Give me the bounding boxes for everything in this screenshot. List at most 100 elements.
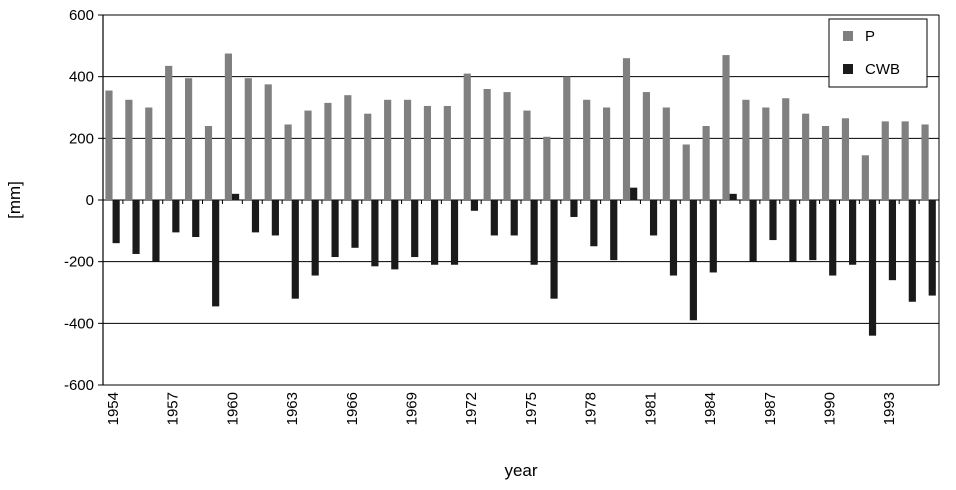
bar-cwb-1959 (212, 200, 220, 307)
bar-p-1968 (384, 99, 392, 200)
bar-cwb-1985 (729, 193, 737, 200)
bar-p-1987 (762, 107, 770, 200)
y-tick-label: 200 (69, 130, 94, 147)
bar-cwb-1991 (849, 200, 857, 265)
bar-cwb-1980 (630, 187, 638, 200)
y-tick-label: 600 (69, 7, 94, 24)
bar-p-1977 (563, 76, 571, 200)
bar-cwb-1967 (371, 200, 379, 267)
bar-cwb-1956 (152, 200, 160, 262)
y-tick-labels: 600 400 200 0 -200 -400 -600 (64, 7, 94, 394)
bar-cwb-1995 (928, 200, 936, 296)
bar-cwb-1958 (192, 200, 200, 237)
bar-p-1969 (403, 99, 412, 200)
x-tick-label-1963: 1963 (284, 392, 301, 425)
bar-p-1980 (622, 58, 631, 200)
bar-cwb-1982 (669, 200, 678, 276)
x-tick-labels: 1954 1957 1960 1963 1966 1969 1972 1975 1978 1981… (105, 392, 898, 425)
y-axis-title: [mm] (5, 181, 24, 219)
bar-p-1979 (603, 107, 611, 200)
bar-p-1955 (125, 99, 133, 200)
bar-cwb-1986 (749, 200, 757, 262)
bar-cwb-1968 (391, 200, 399, 270)
bar-cwb-1974 (510, 200, 518, 236)
bars (105, 53, 936, 336)
x-tick-label-1966: 1966 (344, 392, 361, 425)
legend-label-p: P (865, 28, 875, 45)
bar-p-1973 (483, 89, 491, 200)
bar-p-1966 (344, 95, 352, 200)
bar-cwb-1960 (231, 193, 240, 200)
bar-cwb-1955 (132, 200, 140, 254)
bar-cwb-1976 (550, 200, 558, 299)
bar-p-1995 (921, 124, 929, 200)
bar-p-1964 (304, 110, 312, 200)
legend: P CWB (828, 18, 928, 88)
bar-cwb-1987 (769, 200, 777, 241)
bar-cwb-1973 (490, 200, 498, 236)
bar-p-1957 (165, 65, 173, 201)
bar-p-1970 (423, 105, 432, 200)
y-tick-label: -200 (64, 254, 94, 271)
y-tick-label: 0 (86, 192, 94, 209)
bar-cwb-1970 (431, 200, 439, 265)
y-tick-label: -400 (64, 315, 94, 332)
bar-cwb-1962 (271, 200, 279, 236)
bar-cwb-1957 (172, 200, 180, 233)
bar-cwb-1963 (291, 200, 299, 299)
legend-label-cwb: CWB (865, 61, 900, 78)
bar-p-1976 (543, 136, 551, 200)
x-tick-label-1981: 1981 (642, 392, 659, 425)
bar-p-1978 (583, 99, 591, 200)
legend-swatch-p (843, 31, 853, 41)
x-tick-label-1990: 1990 (822, 392, 839, 425)
x-tick-label-1957: 1957 (165, 392, 182, 425)
bar-cwb-1954 (112, 200, 120, 244)
axes (98, 14, 940, 386)
bar-cwb-1989 (809, 200, 817, 261)
bar-cwb-1961 (251, 200, 260, 233)
bar-p-1985 (722, 55, 730, 200)
bar-p-1984 (702, 126, 710, 200)
bar-p-1975 (523, 110, 531, 200)
bar-p-1954 (105, 90, 113, 200)
bar-p-1982 (662, 107, 670, 200)
bar-p-1986 (742, 99, 750, 200)
bar-p-1991 (841, 118, 850, 200)
bar-cwb-1992 (868, 200, 877, 336)
bar-cwb-1977 (570, 200, 578, 217)
legend-swatch-cwb (843, 64, 853, 74)
x-tick-label-1969: 1969 (404, 392, 421, 425)
bar-cwb-1984 (709, 200, 717, 273)
bar-p-1961 (244, 78, 252, 200)
x-tick-label-1993: 1993 (881, 392, 898, 425)
x-tick-label-1978: 1978 (583, 392, 600, 425)
bar-p-1962 (264, 84, 272, 201)
bar-cwb-1983 (689, 200, 697, 321)
bar-cwb-1988 (789, 200, 797, 262)
bar-cwb-1964 (311, 200, 319, 276)
bar-cwb-1972 (470, 200, 479, 211)
y-tick-label: -600 (64, 377, 94, 394)
bar-cwb-1965 (331, 200, 339, 258)
bar-cwb-1994 (908, 200, 916, 302)
bar-cwb-1969 (411, 200, 419, 258)
bar-p-1981 (642, 92, 650, 200)
bar-p-1963 (284, 124, 292, 200)
x-tick-label-1987: 1987 (762, 392, 779, 425)
x-tick-label-1972: 1972 (463, 392, 480, 425)
bar-p-1983 (682, 144, 690, 200)
bar-p-1974 (503, 92, 511, 200)
y-tick-label: 400 (69, 69, 94, 86)
bar-p-1959 (204, 126, 213, 200)
bar-cwb-1990 (829, 200, 837, 276)
bar-p-1971 (443, 105, 451, 200)
bar-p-1967 (364, 113, 372, 200)
x-tick-label-1954: 1954 (105, 392, 122, 425)
bar-p-1988 (782, 98, 790, 200)
x-axis-title: year (504, 461, 537, 480)
bar-p-1992 (861, 155, 869, 200)
bar-p-1958 (185, 78, 193, 200)
